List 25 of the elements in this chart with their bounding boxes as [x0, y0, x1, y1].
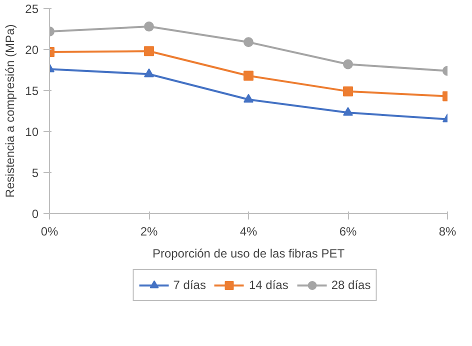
legend-label: 28 días: [331, 278, 371, 292]
y-tick-label: 15: [25, 84, 39, 98]
legend-label: 7 días: [173, 278, 206, 292]
point: [144, 68, 154, 78]
x-axis-title: Proporción de uso de las fibras PET: [152, 246, 346, 260]
point: [343, 59, 353, 70]
legend-label: 14 días: [248, 278, 288, 292]
point: [144, 46, 154, 56]
x-tick-label: 8%: [438, 224, 456, 238]
x-tick-label: 4%: [240, 224, 258, 238]
x-tick-label: 0%: [40, 224, 58, 238]
point: [244, 94, 254, 103]
point: [343, 106, 353, 116]
y-tick-label: 5: [32, 166, 39, 180]
point: [144, 22, 154, 32]
y-tick-label: 0: [32, 207, 39, 221]
point: [244, 70, 254, 81]
y-tick-label: 10: [25, 125, 39, 139]
x-tick-label: 6%: [339, 224, 357, 238]
y-axis-title: Resistencia a compresión (MPa): [3, 24, 18, 198]
y-tick-label: 25: [25, 2, 39, 16]
y-tick-label: 20: [25, 43, 39, 57]
point: [244, 37, 254, 48]
x-tick-label: 2%: [140, 224, 158, 238]
point: [343, 86, 353, 96]
